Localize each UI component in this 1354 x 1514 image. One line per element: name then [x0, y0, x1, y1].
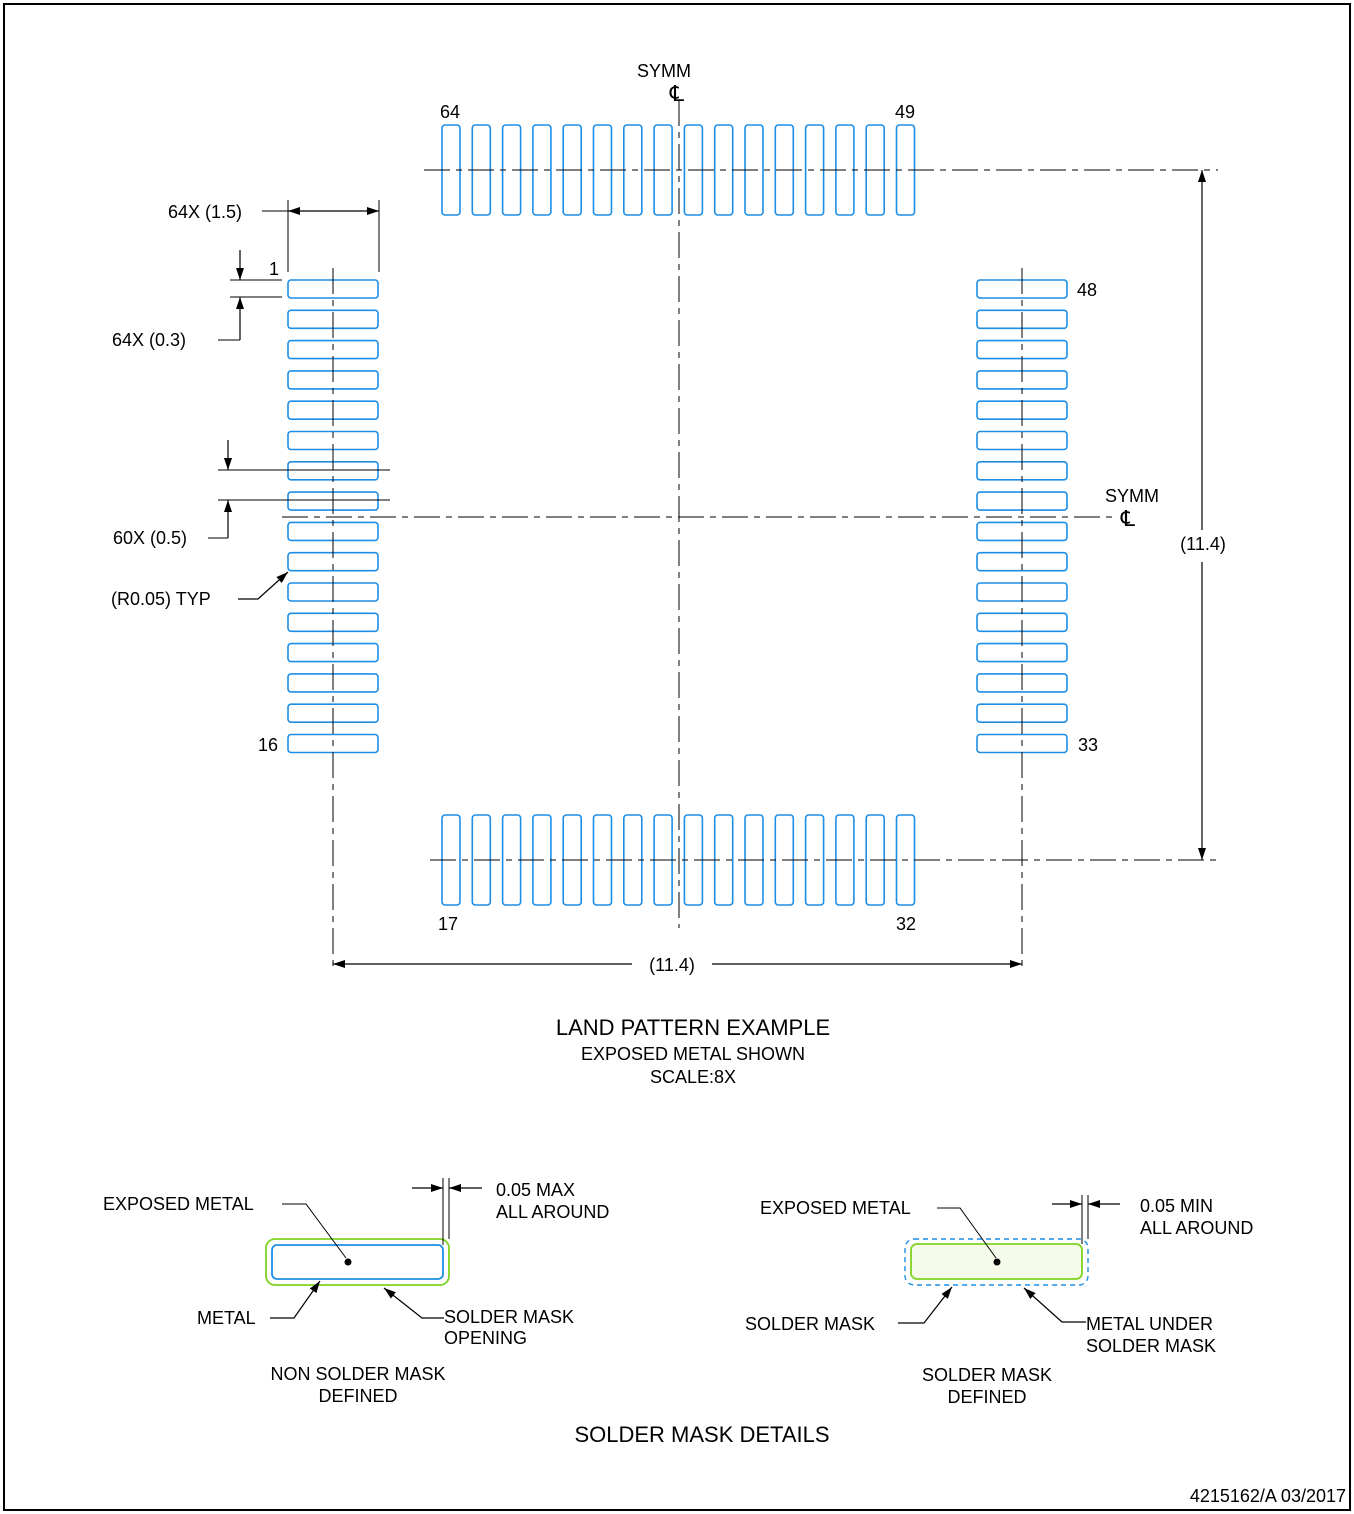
pin-label-48: 48	[1077, 280, 1097, 300]
smd-caption-line1: SOLDER MASK	[922, 1365, 1052, 1385]
centerline-symbol-right: ℄	[1120, 506, 1136, 531]
smd-metal-under-mask	[904, 1238, 1089, 1286]
drawing-number: 4215162/A 03/2017	[1190, 1486, 1346, 1506]
pad-width-label: 64X (0.3)	[112, 330, 186, 350]
centerlines	[282, 100, 1218, 972]
pitch-dimension: 60X (0.5)	[113, 440, 390, 548]
pin-label-33: 33	[1078, 735, 1098, 755]
vertical-span-label: (11.4)	[1180, 534, 1226, 554]
nsmd-detail: 0.05 MAX ALL AROUND EXPOSED METAL METAL …	[103, 1178, 609, 1406]
radius-label: (R0.05) TYP	[111, 589, 211, 609]
smd-exposed-metal-label: EXPOSED METAL	[760, 1198, 911, 1218]
pin-label-16: 16	[258, 735, 278, 755]
smd-solder-mask-label: SOLDER MASK	[745, 1314, 875, 1334]
nsmd-solder-mask-opening	[265, 1238, 450, 1286]
nsmd-clearance-line2: ALL AROUND	[496, 1202, 609, 1222]
pitch-label: 60X (0.5)	[113, 528, 187, 548]
smd-caption-line2: DEFINED	[947, 1387, 1026, 1407]
pin-label-17: 17	[438, 914, 458, 934]
radius-leader: (R0.05) TYP	[111, 571, 289, 609]
pad-length-label: 64X (1.5)	[168, 202, 242, 222]
nsmd-caption-line1: NON SOLDER MASK	[270, 1364, 445, 1384]
land-pattern-scale: SCALE:8X	[650, 1067, 736, 1087]
land-pattern-title: LAND PATTERN EXAMPLE	[556, 1015, 830, 1040]
nsmd-metal-label: METAL	[197, 1308, 256, 1328]
smd-detail: 0.05 MIN ALL AROUND EXPOSED METAL SOLDER…	[745, 1195, 1253, 1407]
nsmd-opening-line1: SOLDER MASK	[444, 1307, 574, 1327]
land-pattern-subtitle: EXPOSED METAL SHOWN	[581, 1044, 805, 1064]
solder-mask-details-title: SOLDER MASK DETAILS	[574, 1422, 829, 1447]
smd-metal-under-line2: SOLDER MASK	[1086, 1336, 1216, 1356]
centerline-symbol-top: ℄	[669, 81, 685, 106]
pin-label-64: 64	[440, 102, 460, 122]
symm-top-label: SYMM	[637, 61, 691, 81]
pad-group	[287, 124, 1068, 906]
nsmd-opening-line2: OPENING	[444, 1328, 527, 1348]
pin-label-32: 32	[896, 914, 916, 934]
pad-length-dimension: 64X (1.5)	[168, 200, 380, 272]
nsmd-exposed-metal-label: EXPOSED METAL	[103, 1194, 254, 1214]
pad-width-dimension: 64X (0.3)	[112, 250, 282, 350]
horizontal-span-dimension: (11.4)	[333, 955, 1022, 975]
pin-label-1: 1	[269, 259, 279, 279]
pin-label-49: 49	[895, 102, 915, 122]
horizontal-span-label: (11.4)	[649, 955, 695, 975]
vertical-span-dimension: (11.4)	[1180, 170, 1226, 860]
nsmd-clearance-line1: 0.05 MAX	[496, 1180, 575, 1200]
smd-clearance-line1: 0.05 MIN	[1140, 1196, 1213, 1216]
smd-metal-under-line1: METAL UNDER	[1086, 1314, 1213, 1334]
smd-clearance-line2: ALL AROUND	[1140, 1218, 1253, 1238]
nsmd-metal-pad	[271, 1244, 444, 1280]
drawing-frame	[3, 3, 1351, 1511]
symm-right-label: SYMM	[1105, 486, 1159, 506]
nsmd-caption-line2: DEFINED	[318, 1386, 397, 1406]
